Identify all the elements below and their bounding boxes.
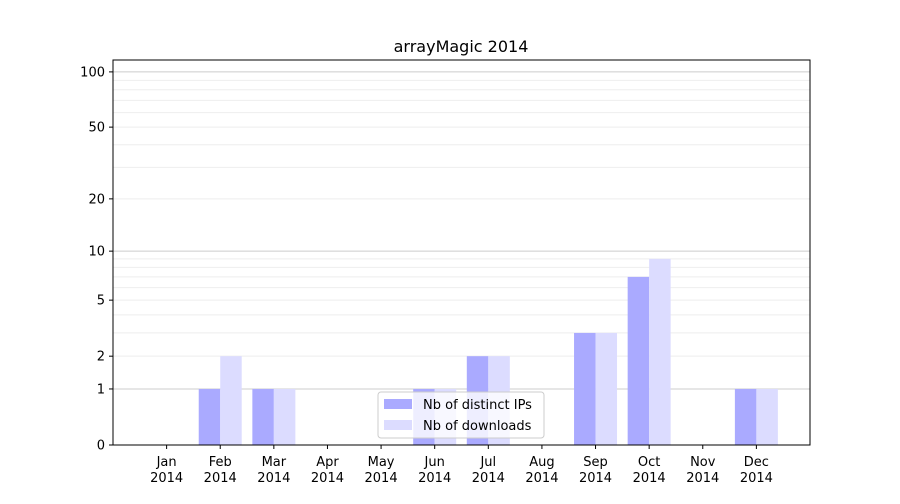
x-tick-label: Jul 2014 [472, 455, 505, 486]
x-axis: Jan 2014 Feb 2014 Mar 2014 Apr 2014 May 2014 Jun 20… [150, 445, 773, 486]
x-tick-label: Oct 2014 [633, 455, 666, 486]
plot-frame [112, 59, 811, 446]
y-tick-label: 20 [88, 192, 105, 207]
x-tick-label: Jun 2014 [418, 455, 451, 486]
x-tick-label: Nov 2014 [686, 455, 719, 486]
bar-downloads [595, 332, 618, 445]
bar-distinct-ips [252, 388, 274, 445]
chart-title: arrayMagic 2014 [394, 37, 529, 56]
y-tick-label: 2 [97, 350, 105, 365]
y-axis: 0 1 2 5 10 20 50 100 [80, 65, 113, 454]
bar-distinct-ips [198, 388, 221, 445]
bar-downloads [273, 388, 296, 445]
legend: Nb of distinct IPs Nb of downloads [377, 391, 545, 439]
x-tick-label: Feb 2014 [204, 455, 237, 486]
legend-swatch-ips [384, 399, 412, 409]
bar-distinct-ips [627, 276, 650, 445]
bar-downloads [756, 388, 778, 445]
y-tick-label: 100 [80, 65, 105, 80]
legend-label-downloads: Nb of downloads [423, 419, 532, 434]
y-tick-label: 50 [88, 121, 105, 136]
y-tick-label: 5 [97, 294, 105, 309]
bar-distinct-ips [734, 388, 757, 445]
y-tick-label: 10 [88, 245, 105, 260]
bar-downloads [649, 258, 671, 445]
x-tick-label: Dec 2014 [740, 455, 773, 486]
x-tick-label: Jan 2014 [150, 455, 183, 486]
legend-label-ips: Nb of distinct IPs [423, 398, 532, 413]
x-tick-label: Apr 2014 [311, 455, 344, 486]
legend-box [377, 391, 545, 439]
x-tick-label: May 2014 [365, 455, 398, 486]
gridlines [113, 71, 810, 390]
bar-distinct-ips [574, 332, 596, 445]
y-tick-label: 1 [97, 382, 105, 397]
x-tick-label: Mar 2014 [257, 455, 290, 486]
x-tick-label: Aug 2014 [525, 455, 558, 486]
bar-downloads [220, 356, 242, 445]
legend-swatch-downloads [384, 420, 412, 430]
x-tick-label: Sep 2014 [579, 455, 612, 486]
y-tick-label: 0 [97, 439, 105, 454]
